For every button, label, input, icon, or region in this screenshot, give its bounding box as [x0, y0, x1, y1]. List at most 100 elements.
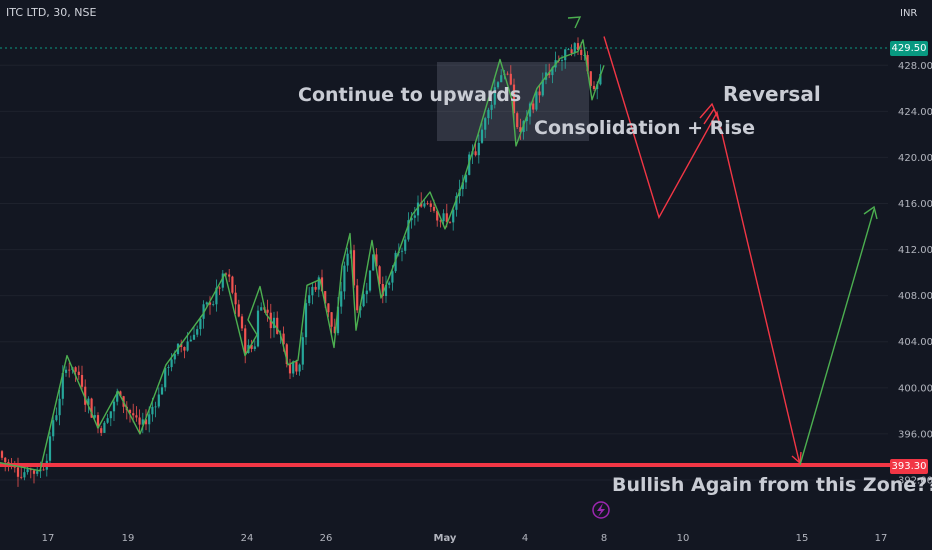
symbol-label[interactable]: ITC LTD, 30, NSE [6, 6, 97, 19]
candle-body [183, 347, 186, 351]
candle-body [132, 413, 135, 416]
y-tick-label: 424.00 [898, 107, 932, 118]
candle-body [352, 250, 356, 286]
green-trend-path [0, 39, 605, 472]
candle-body [567, 49, 570, 51]
y-tick-label: 396.00 [898, 429, 932, 440]
candle-body [212, 304, 215, 305]
x-tick-label: 15 [796, 533, 809, 544]
annotation-consolidation[interactable]: Consolidation + Rise [534, 117, 755, 139]
candle-body [7, 462, 10, 464]
candle-body [192, 334, 196, 340]
x-tick-label: May [434, 533, 457, 544]
x-tick-label: 17 [875, 533, 888, 544]
candle-body [583, 55, 586, 56]
candle-body [400, 250, 404, 252]
y-tick-label: 428.00 [898, 61, 932, 72]
green-projection-path [799, 209, 875, 466]
candle-body [384, 284, 388, 296]
candle-body [224, 273, 228, 275]
drawing-layer [0, 16, 878, 472]
candle-body [535, 91, 538, 110]
candle-body [228, 274, 231, 277]
candle-body [487, 109, 490, 119]
candle-body [84, 386, 87, 405]
candle-body [52, 420, 55, 437]
candle-body [61, 373, 64, 399]
candle-body [240, 316, 244, 329]
candle-body [23, 472, 26, 478]
candle-body [298, 364, 301, 372]
annotation-reversal[interactable]: Reversal [723, 82, 821, 106]
candle-body [144, 419, 148, 425]
y-tick-label: 392.00 [898, 475, 932, 486]
price-axis: 428.00 424.00 420.00 416.00 412.00 408.00 404.… [898, 61, 932, 487]
candle-body [221, 273, 224, 288]
candle-body [36, 471, 39, 474]
candle-body [55, 415, 58, 421]
support-price-label: 393.30 [890, 459, 928, 474]
candle-body [119, 391, 122, 397]
candle-body [493, 87, 496, 105]
candle-body [272, 317, 276, 329]
candle-body [64, 369, 68, 373]
red-arrowhead-bottom [791, 451, 802, 465]
candle-body [208, 302, 212, 305]
annotation-continue[interactable]: Continue to upwards [298, 84, 522, 106]
candle-body [477, 142, 480, 156]
candle-body [292, 361, 295, 374]
candle-body [42, 469, 45, 471]
candle-body [295, 361, 298, 372]
candle-body [288, 364, 292, 374]
candle-body [48, 436, 52, 461]
lightning-bolt-icon[interactable] [592, 501, 610, 519]
candle-body [516, 113, 519, 128]
candle-body [506, 73, 509, 75]
candle-body [93, 415, 96, 418]
candle-body [231, 276, 234, 293]
candle-body [260, 307, 263, 311]
currency-label: INR [900, 8, 918, 19]
x-tick-label: 26 [320, 533, 333, 544]
candle-body [378, 266, 381, 284]
candle-body [237, 304, 240, 317]
candle-body [388, 282, 391, 285]
candle-body [314, 286, 317, 290]
candle-body [58, 398, 61, 416]
candle-body [420, 202, 423, 207]
candle-body [266, 309, 269, 313]
candle-body [164, 367, 167, 388]
candle-body [320, 277, 324, 292]
candle-body [154, 406, 157, 408]
candle-body [100, 428, 103, 433]
candle-body [413, 215, 416, 218]
candle-body [87, 398, 90, 405]
candle-body [189, 339, 192, 342]
candle-body [586, 55, 589, 72]
candle-body [304, 303, 308, 338]
candle-body [29, 469, 32, 471]
chart-grid [0, 64, 888, 481]
candle-body [151, 406, 154, 415]
candle-body [80, 375, 84, 387]
candle-body [16, 467, 20, 477]
candle-body [26, 469, 29, 473]
red-arrowhead [699, 102, 721, 125]
candle-body [564, 49, 567, 61]
candle-body [461, 182, 464, 190]
candle-body [525, 116, 528, 122]
candle-body [592, 85, 596, 89]
candle-body [490, 104, 493, 110]
x-tick-label: 17 [42, 533, 55, 544]
candle-body [576, 43, 580, 50]
candle-body [432, 206, 436, 211]
x-tick-label: 19 [122, 533, 135, 544]
candle-body [0, 451, 4, 458]
candle-body [103, 422, 106, 433]
candle-body [368, 270, 372, 291]
candle-body [116, 391, 119, 402]
annotation-bullish[interactable]: Bullish Again from this Zone?? [612, 474, 932, 496]
candle-body [77, 371, 80, 375]
candle-body [512, 84, 516, 114]
